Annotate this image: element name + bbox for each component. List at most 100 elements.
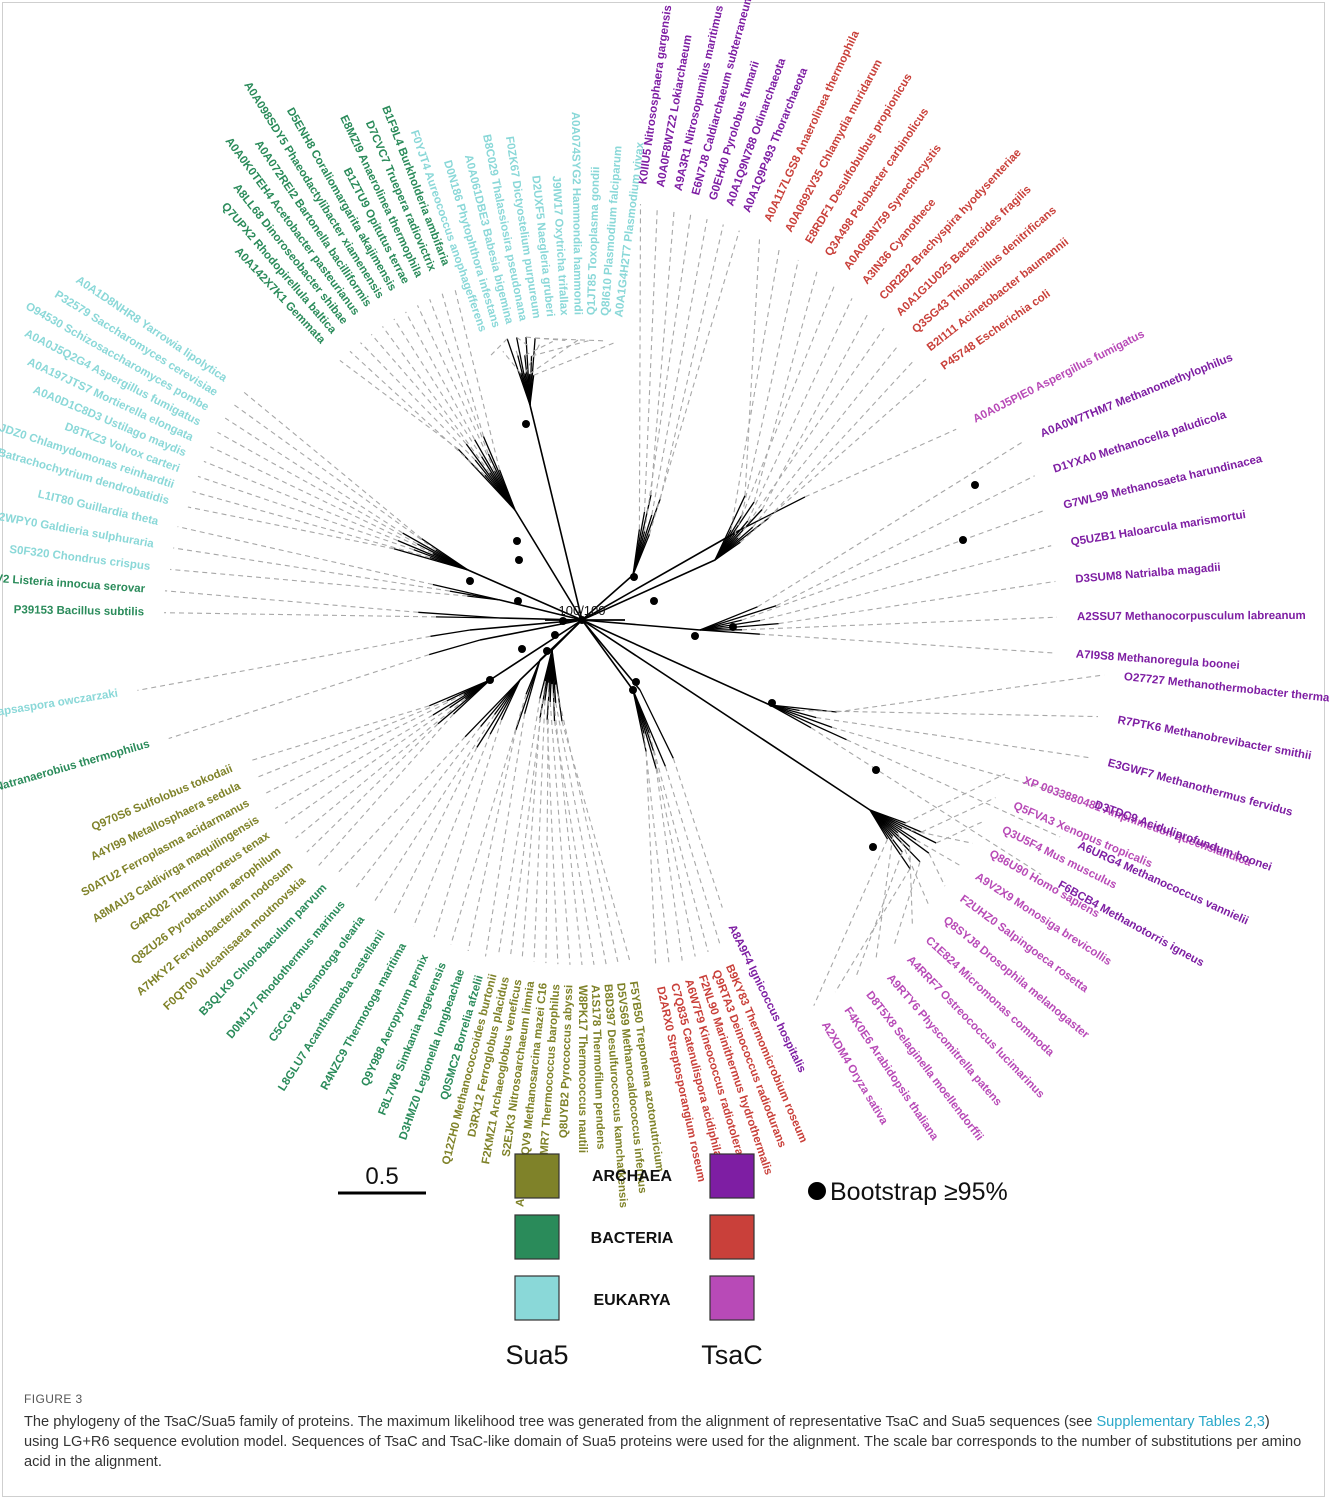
leaf-branch (476, 679, 521, 748)
leaf-connector (744, 239, 761, 496)
leaf-connector (810, 727, 1042, 875)
leaf-branch (739, 496, 806, 531)
leaf-connector (203, 460, 399, 542)
leaf-branch (769, 704, 837, 713)
legend-bootstrap-dot-icon (808, 1182, 826, 1200)
legend-label-archaea: ARCHAEA (592, 1168, 672, 1185)
leaf-branch (506, 338, 531, 406)
leaf-connector (533, 341, 617, 376)
leaf-connector (284, 707, 450, 824)
leaf-connector (531, 339, 591, 357)
bootstrap-dot-icon (543, 647, 551, 655)
leaf-connector (778, 580, 1056, 625)
leaf-label: A2XDM4 Oryza sativa (819, 1020, 890, 1128)
leaf-connector (836, 674, 1105, 713)
leaf-connector (412, 734, 491, 927)
leaf-label: C0R2B2 Brachyspira hyodysenteriae (878, 147, 1024, 302)
leaf-connector (318, 713, 454, 866)
leaf-connector (339, 359, 459, 450)
leaf-connector (210, 446, 433, 554)
leaf-label: A2SSU7 Methanocorpusculum labreanum (1077, 610, 1306, 623)
leaf-branch (714, 495, 746, 561)
leaf-connector (224, 417, 403, 534)
leaf-branch (430, 629, 471, 637)
leaf-connector (643, 733, 670, 965)
leaf-connector (382, 326, 491, 474)
leaf-connector (546, 719, 559, 965)
leaf-branch (523, 659, 541, 714)
leaf-connector (831, 726, 1077, 799)
leaf-label: W8PK17 Thermococcus nautili (576, 985, 588, 1153)
tree-branches (393, 337, 937, 870)
leaf-branch (418, 611, 501, 619)
bootstrap-dot-icon (551, 631, 559, 639)
bootstrap-dot-icon (630, 573, 638, 581)
figure-number: FIGURE 3 (24, 1392, 83, 1406)
bootstrap-markers (466, 420, 979, 851)
leaf-label: S0F320 Chondrus crispus (9, 544, 151, 573)
bootstrap-dot-icon (518, 645, 526, 653)
clade-stem-12 (581, 619, 634, 691)
leaf-connector (393, 318, 483, 457)
leaf-connector (502, 351, 522, 374)
bootstrap-dot-icon (513, 537, 521, 545)
leaf-branch (639, 689, 674, 759)
leaf-label: E3GWF7 Methanothermus fervidus (1106, 757, 1294, 819)
leaf-connector (645, 751, 657, 968)
bootstrap-dot-icon (629, 686, 637, 694)
leaf-connector (187, 506, 395, 550)
leaf-branch (869, 809, 937, 844)
leaf-branch (632, 689, 666, 767)
leaf-branch (452, 679, 491, 715)
leaf-label: Q5FVA3 Xenopus tropicalis (1011, 800, 1153, 870)
leaf-connector (467, 729, 517, 952)
leaf-label: A0A074SYG2 Hammondia hammondi (569, 112, 584, 315)
clade-stem-15 (581, 619, 771, 706)
leaf-connector (555, 684, 619, 964)
leaf-connector (545, 682, 550, 964)
leaf-branch (500, 679, 521, 721)
caption-part-2: ) using LG+R6 sequence evolution model. … (24, 1414, 1302, 1470)
scale-bar-label: 0.5 (365, 1163, 398, 1190)
legend-bootstrap-label: Bootstrap ≥95% (830, 1178, 1008, 1206)
leaf-connector (759, 633, 1056, 654)
leaf-label: A0A0J5PIE0 Aspergillus fumigatus (971, 328, 1146, 425)
leaf-connector (233, 403, 437, 551)
leaf-connector (533, 700, 546, 962)
leaf-label: Q1JT85 Toxoplasma gondii (586, 166, 603, 315)
scale-bar: 0.5 (338, 1163, 426, 1195)
leaf-connector (741, 509, 1045, 621)
bootstrap-dot-icon (632, 678, 640, 686)
supplementary-tables-link[interactable]: Supplementary Tables 2,3 (1096, 1414, 1265, 1430)
leaf-connector (875, 836, 894, 961)
leaf-connector (450, 694, 527, 945)
leaf-label: Q5UZB1 Haloarcula marismortui (1070, 509, 1247, 549)
legend-group-tsac: TsaC (701, 1340, 763, 1370)
leaf-branch (869, 809, 911, 870)
leaf-connector (664, 766, 722, 947)
legend-label-bacteria: BACTERIA (591, 1230, 674, 1247)
clade-stem-14 (581, 619, 871, 811)
leaf-connector (524, 342, 541, 374)
leaf-connector (648, 230, 740, 535)
legend-swatch-tsac-eukarya (709, 1275, 755, 1321)
leaf-branch (869, 809, 921, 863)
leaf-connector (164, 612, 437, 618)
leaf-connector (804, 428, 957, 498)
leaf-branch (551, 649, 563, 722)
root-support-label: 100/100 (559, 603, 606, 618)
leaf-branch (480, 679, 521, 728)
leaf-connector (370, 333, 467, 445)
leaf-connector (650, 210, 675, 496)
leaf-connector (338, 736, 466, 873)
leaf-branch (699, 622, 779, 631)
leaf-connector (405, 311, 476, 440)
leaf-connector (417, 305, 496, 472)
bootstrap-dot-icon (959, 536, 967, 544)
bootstrap-dot-icon (578, 616, 586, 624)
leaf-label: Q927V2 Listeria innocua serovar (0, 571, 146, 595)
leaf-connector (529, 339, 579, 375)
leaf-connector (730, 249, 780, 531)
leaf-label: B2A3I0 Natranaerobius thermophilus (0, 738, 151, 805)
